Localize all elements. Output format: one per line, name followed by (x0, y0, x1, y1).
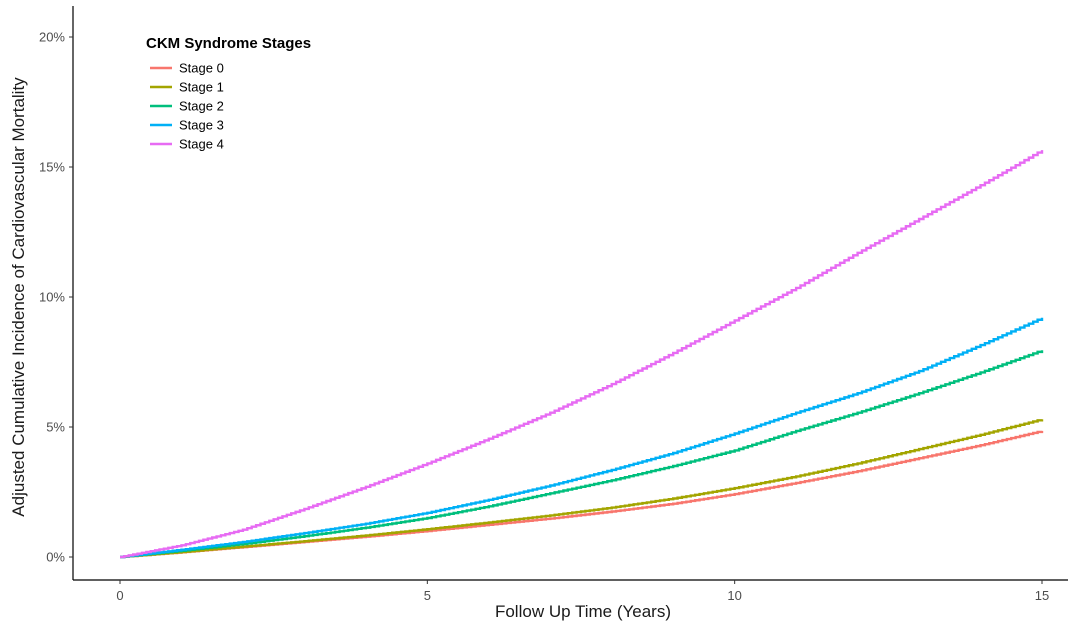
series-line-stage-3 (120, 317, 1044, 559)
legend-label: Stage 4 (179, 137, 224, 152)
legend-label: Stage 2 (179, 99, 224, 114)
legend-label: Stage 1 (179, 80, 224, 95)
x-tick-label: 5 (424, 588, 431, 603)
y-tick-label: 20% (39, 30, 65, 45)
y-tick-label: 5% (46, 420, 65, 435)
y-tick-label: 10% (39, 290, 65, 305)
series-line-stage-4 (120, 150, 1044, 559)
x-tick-label: 0 (116, 588, 123, 603)
y-ticks: 0% 5% 10% 15% 20% (39, 30, 73, 565)
legend-items: Stage 0 Stage 1 Stage 2 Stage 3 Stage 4 (150, 61, 224, 152)
legend-label: Stage 0 (179, 61, 224, 76)
x-axis-title: Follow Up Time (Years) (495, 602, 671, 621)
axes (72, 6, 1068, 581)
legend-label: Stage 3 (179, 118, 224, 133)
series-lines (120, 150, 1044, 559)
y-tick-label: 0% (46, 550, 65, 565)
series-line-stage-2 (120, 350, 1044, 559)
y-axis-title: Adjusted Cumulative Incidence of Cardiov… (9, 77, 28, 517)
legend-title: CKM Syndrome Stages (146, 35, 311, 52)
x-tick-label: 15 (1035, 588, 1049, 603)
x-tick-label: 10 (727, 588, 741, 603)
y-tick-label: 15% (39, 160, 65, 175)
series-line-stage-1 (120, 419, 1044, 559)
x-ticks: 0 5 10 15 (116, 580, 1049, 603)
